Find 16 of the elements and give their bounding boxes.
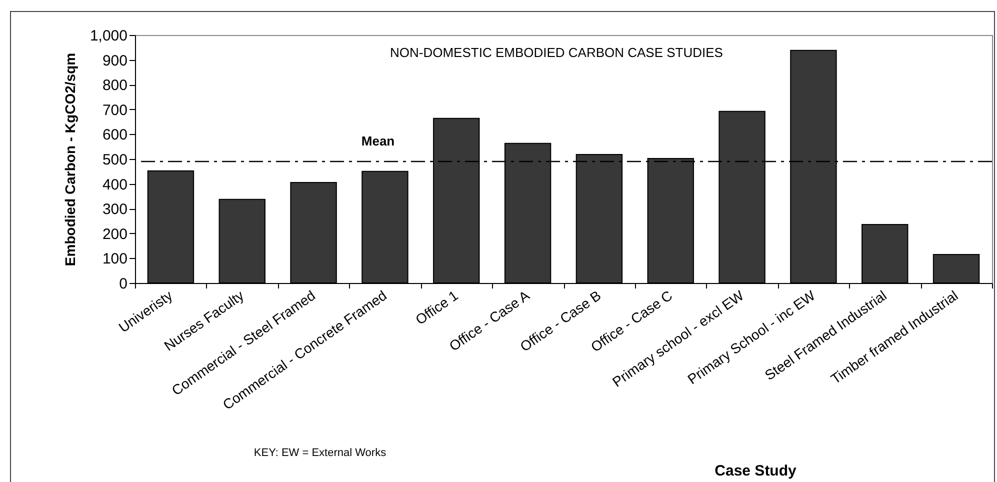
y-tick-label: 500 (102, 152, 128, 168)
y-tick-label: 300 (102, 201, 128, 218)
text: KEY: EW = External Works (254, 447, 387, 459)
y-tick-label: 200 (102, 226, 128, 243)
y-tick-label: 900 (102, 52, 128, 70)
y-tick-label: 800 (102, 77, 128, 94)
y-tick-label: 400 (102, 176, 128, 194)
y-tick-label: 700 (102, 102, 128, 119)
y-tick-label: 100 (102, 250, 128, 268)
ref-line-label: Mean (361, 133, 395, 148)
text: NON-DOMESTIC EMBODIED CARBON CASE STUDIES (390, 45, 724, 60)
y-axis-title: Embodied Carbon - KgCO2/sqm (62, 52, 78, 266)
y-tick-label: 600 (102, 126, 128, 144)
x-axis-title: Case Study (714, 462, 797, 480)
y-tick-label: 0 (119, 276, 128, 292)
y-tick-label: 1,000 (90, 28, 128, 44)
